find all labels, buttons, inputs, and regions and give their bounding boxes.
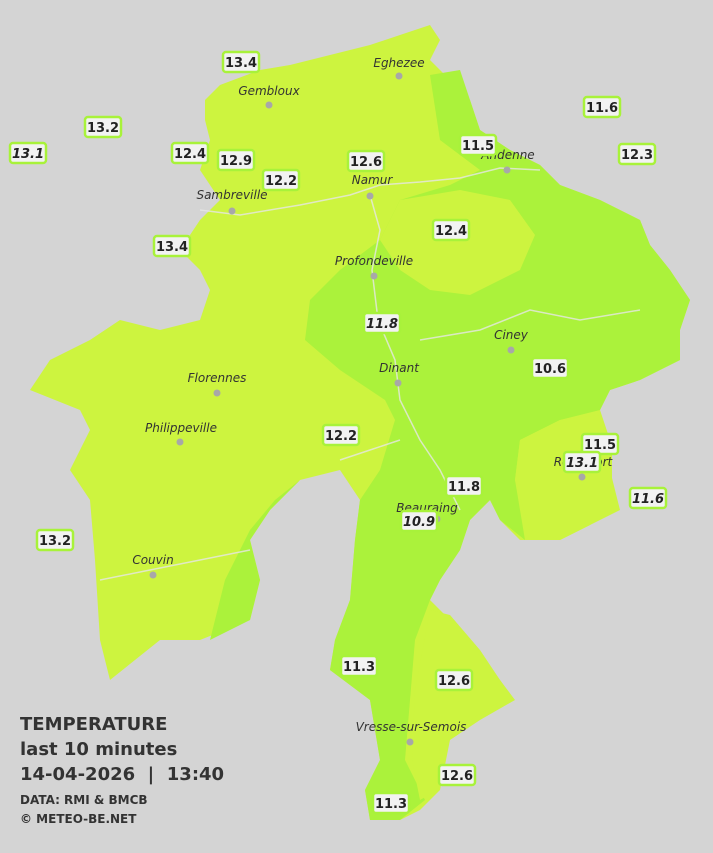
- city-name: Sambreville: [196, 188, 267, 202]
- city-dot: [176, 438, 184, 446]
- station-box: [83, 115, 123, 139]
- station-box: [444, 474, 484, 498]
- station-box: [216, 148, 256, 172]
- station-labels: 13.4 13.2 13.1 12.4 12.9 12.2 12.6 11.5 11.6 12.3…: [8, 50, 668, 815]
- city-name: Namur: [352, 173, 394, 187]
- station-box: [321, 423, 361, 447]
- station-temperature: 12.4: [174, 147, 206, 162]
- city-name: Gembloux: [238, 84, 300, 98]
- station-temperature: 12.6: [350, 155, 382, 170]
- station-temperature: 11.5: [462, 139, 494, 154]
- station-box: [562, 450, 602, 474]
- station-box: [170, 141, 210, 165]
- station-box: [530, 356, 570, 380]
- station-temperature: 11.8: [448, 480, 480, 495]
- station-temperature: 13.2: [87, 121, 119, 136]
- station-temperature: 12.9: [220, 154, 252, 169]
- city-name: Eghezee: [373, 56, 424, 70]
- city-name: Dinant: [379, 361, 420, 375]
- station-temperature: 13.2: [39, 534, 71, 549]
- city-dot: [149, 571, 157, 579]
- city-name: Vresse-sur-Semois: [356, 720, 467, 734]
- station-temperature: 12.6: [438, 674, 470, 689]
- city-dot: [395, 72, 403, 80]
- city-dot: [213, 389, 221, 397]
- station-temperature: 10.9: [403, 515, 435, 530]
- station-box: [628, 486, 668, 510]
- city-dot: [503, 166, 511, 174]
- station-temperature: 11.6: [632, 492, 664, 507]
- legend-source: DATA: RMI & BMCB: [20, 793, 148, 807]
- city-name: Profondeville: [335, 254, 413, 268]
- station-temperature: 12.2: [325, 429, 357, 444]
- city-dot: [228, 207, 236, 215]
- station-box: [617, 142, 657, 166]
- city-dot: [507, 346, 515, 354]
- station-box: [437, 763, 477, 787]
- station-box: [582, 95, 622, 119]
- city-name: Couvin: [132, 553, 173, 567]
- station-box: [339, 654, 379, 678]
- station-temperature: 13.1: [12, 147, 44, 162]
- legend-title: TEMPERATURE: [20, 714, 167, 735]
- station-box: [8, 141, 48, 165]
- station-box: [221, 50, 261, 74]
- station-box: [35, 528, 75, 552]
- city-dot: [578, 473, 586, 481]
- station-temperature: 11.5: [584, 438, 616, 453]
- station-temperature: 12.6: [441, 769, 473, 784]
- river: [99, 167, 641, 581]
- station-box: [362, 311, 402, 335]
- station-temperature: 12.2: [265, 174, 297, 189]
- station-temperature: 13.4: [225, 56, 257, 71]
- warm-zone: [412, 610, 510, 800]
- station-temperature: 13.1: [566, 456, 598, 471]
- legend-copyright: © METEO-BE.NET: [20, 812, 137, 826]
- cool-zone: [210, 480, 300, 640]
- legend-subtitle: last 10 minutes: [20, 739, 177, 760]
- station-box: [371, 791, 411, 815]
- station-temperature: 11.8: [366, 317, 398, 332]
- city-dot: [265, 101, 273, 109]
- station-temperature: 11.6: [586, 101, 618, 116]
- station-temperature: 12.3: [621, 148, 653, 163]
- city-dot: [366, 192, 374, 200]
- city-name: Florennes: [188, 371, 247, 385]
- station-box: [434, 668, 474, 692]
- warm-zone: [380, 190, 535, 295]
- city-dot: [370, 272, 378, 280]
- station-temperature: 13.4: [156, 240, 188, 255]
- city-name: Ciney: [494, 328, 529, 342]
- station-box: [261, 168, 301, 192]
- station-box: [346, 149, 386, 173]
- station-temperature: 11.3: [343, 660, 375, 675]
- city-name: Philippeville: [145, 421, 217, 435]
- city-dot: [406, 738, 414, 746]
- station-box: [458, 133, 498, 157]
- city-dot: [394, 379, 402, 387]
- station-temperature: 10.6: [534, 362, 566, 377]
- station-box: [152, 234, 192, 258]
- station-box: [431, 218, 471, 242]
- legend-timestamp: 14-04-2026 | 13:40: [20, 764, 224, 785]
- station-box: [399, 509, 439, 533]
- station-temperature: 11.3: [375, 797, 407, 812]
- station-temperature: 12.4: [435, 224, 467, 239]
